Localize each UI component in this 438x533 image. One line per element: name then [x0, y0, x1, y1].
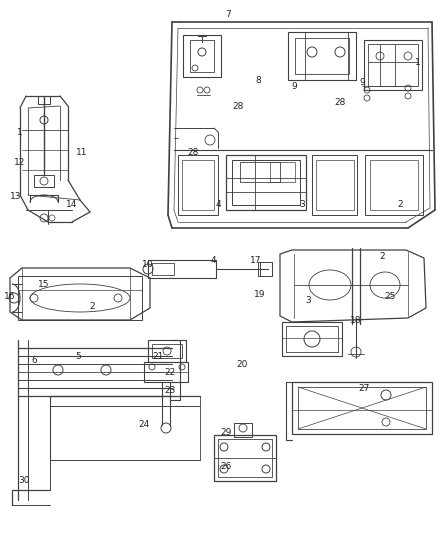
- Text: 15: 15: [38, 280, 50, 289]
- Text: 9: 9: [291, 82, 297, 91]
- Bar: [286, 326, 338, 352]
- Text: 5: 5: [75, 352, 81, 361]
- Text: 4: 4: [210, 256, 216, 265]
- Text: 16: 16: [4, 292, 16, 301]
- Bar: [226, 155, 306, 210]
- Bar: [183, 35, 221, 77]
- Text: 26: 26: [220, 462, 232, 471]
- Bar: [295, 38, 349, 74]
- Text: 28: 28: [232, 102, 244, 111]
- Text: 24: 24: [138, 420, 150, 429]
- Text: 11: 11: [76, 148, 88, 157]
- Text: 2: 2: [397, 200, 403, 209]
- Text: 28: 28: [334, 98, 346, 107]
- Bar: [148, 340, 186, 362]
- Bar: [38, 96, 50, 104]
- Bar: [258, 262, 272, 276]
- Bar: [292, 382, 432, 434]
- Text: 3: 3: [305, 296, 311, 305]
- Bar: [270, 162, 295, 182]
- Text: 14: 14: [66, 200, 78, 209]
- Bar: [148, 260, 216, 278]
- Bar: [298, 387, 426, 429]
- Bar: [234, 423, 252, 437]
- Text: 1: 1: [415, 58, 421, 67]
- Bar: [368, 44, 418, 86]
- Bar: [218, 439, 272, 477]
- Bar: [316, 160, 354, 210]
- Bar: [214, 435, 276, 481]
- Text: 10: 10: [142, 260, 154, 269]
- Text: 13: 13: [10, 192, 22, 201]
- Bar: [282, 322, 342, 356]
- Text: 19: 19: [254, 290, 266, 299]
- Text: 20: 20: [237, 360, 247, 369]
- Bar: [312, 155, 357, 215]
- Bar: [144, 362, 188, 382]
- Text: 2: 2: [379, 252, 385, 261]
- Text: 12: 12: [14, 158, 26, 167]
- Bar: [240, 162, 280, 182]
- Bar: [370, 160, 418, 210]
- Text: 29: 29: [220, 428, 232, 437]
- Text: 22: 22: [164, 368, 176, 377]
- Text: 27: 27: [358, 384, 370, 393]
- Bar: [152, 263, 174, 275]
- Text: 18: 18: [350, 316, 362, 325]
- Text: 4: 4: [215, 200, 221, 209]
- Bar: [288, 32, 356, 80]
- Bar: [178, 155, 218, 215]
- Bar: [190, 40, 214, 72]
- Text: 23: 23: [164, 386, 176, 395]
- Bar: [18, 276, 142, 320]
- Text: 1: 1: [17, 128, 23, 137]
- Text: 7: 7: [225, 10, 231, 19]
- Bar: [152, 344, 182, 358]
- Text: 21: 21: [152, 352, 164, 361]
- Bar: [232, 160, 300, 205]
- Text: 28: 28: [187, 148, 199, 157]
- Text: 9: 9: [359, 78, 365, 87]
- Bar: [365, 155, 423, 215]
- Text: 3: 3: [299, 200, 305, 209]
- Text: 25: 25: [384, 292, 396, 301]
- Text: 6: 6: [31, 356, 37, 365]
- Bar: [364, 40, 422, 90]
- Text: 30: 30: [18, 476, 30, 485]
- Text: 8: 8: [255, 76, 261, 85]
- Bar: [182, 160, 214, 210]
- Text: 17: 17: [250, 256, 262, 265]
- Bar: [34, 175, 54, 187]
- Text: 2: 2: [89, 302, 95, 311]
